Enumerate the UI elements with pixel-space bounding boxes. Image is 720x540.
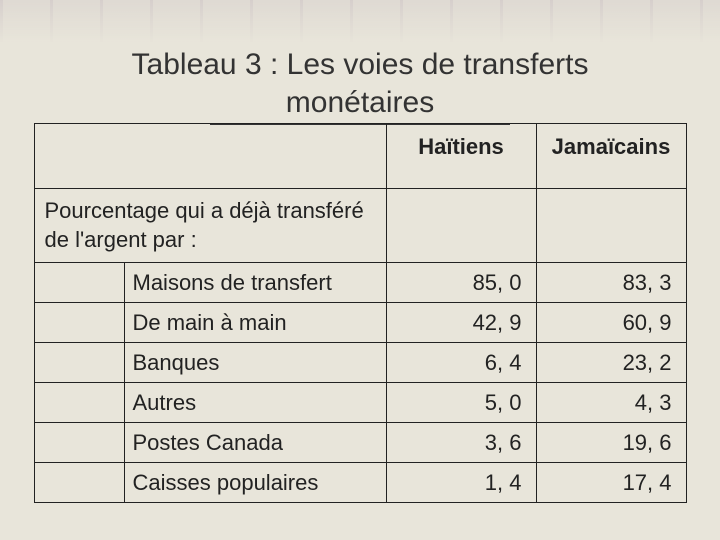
row-indent [34,383,124,423]
row-value-1: 5, 0 [386,383,536,423]
row-indent [34,263,124,303]
table-row: Banques 6, 4 23, 2 [34,343,686,383]
row-value-1: 3, 6 [386,423,536,463]
row-label: Caisses populaires [124,463,386,503]
slide-content: Tableau 3 : Les voies de transferts moné… [0,0,720,509]
table-row: Autres 5, 0 4, 3 [34,383,686,423]
row-value-1: 85, 0 [386,263,536,303]
row-value-1: 1, 4 [386,463,536,503]
row-value-2: 17, 4 [536,463,686,503]
row-label: Banques [124,343,386,383]
table-row: De main à main 42, 9 60, 9 [34,303,686,343]
table-row: Maisons de transfert 85, 0 83, 3 [34,263,686,303]
header-col2: Jamaïcains [536,124,686,189]
row-indent [34,463,124,503]
row-value-1: 6, 4 [386,343,536,383]
slide-title: Tableau 3 : Les voies de transferts moné… [80,46,640,121]
row-indent [34,303,124,343]
section-blank-1 [386,189,536,263]
row-value-2: 19, 6 [536,423,686,463]
title-line-1: Tableau 3 : Les voies de transferts [132,48,589,81]
header-col1: Haïtiens [386,124,536,189]
row-value-2: 4, 3 [536,383,686,423]
row-label: Postes Canada [124,423,386,463]
row-label: Autres [124,383,386,423]
header-blank [34,124,386,189]
transfers-table: Haïtiens Jamaïcains Pourcentage qui a dé… [34,123,687,503]
row-label: De main à main [124,303,386,343]
row-value-2: 23, 2 [536,343,686,383]
row-indent [34,343,124,383]
row-value-2: 83, 3 [536,263,686,303]
row-indent [34,423,124,463]
section-row: Pourcentage qui a déjà transféré de l'ar… [34,189,686,263]
row-value-2: 60, 9 [536,303,686,343]
table-header-row: Haïtiens Jamaïcains [34,124,686,189]
section-blank-2 [536,189,686,263]
section-label: Pourcentage qui a déjà transféré de l'ar… [34,189,386,263]
title-line-2: monétaires [286,86,434,119]
table-row: Postes Canada 3, 6 19, 6 [34,423,686,463]
row-value-1: 42, 9 [386,303,536,343]
row-label: Maisons de transfert [124,263,386,303]
table-row: Caisses populaires 1, 4 17, 4 [34,463,686,503]
